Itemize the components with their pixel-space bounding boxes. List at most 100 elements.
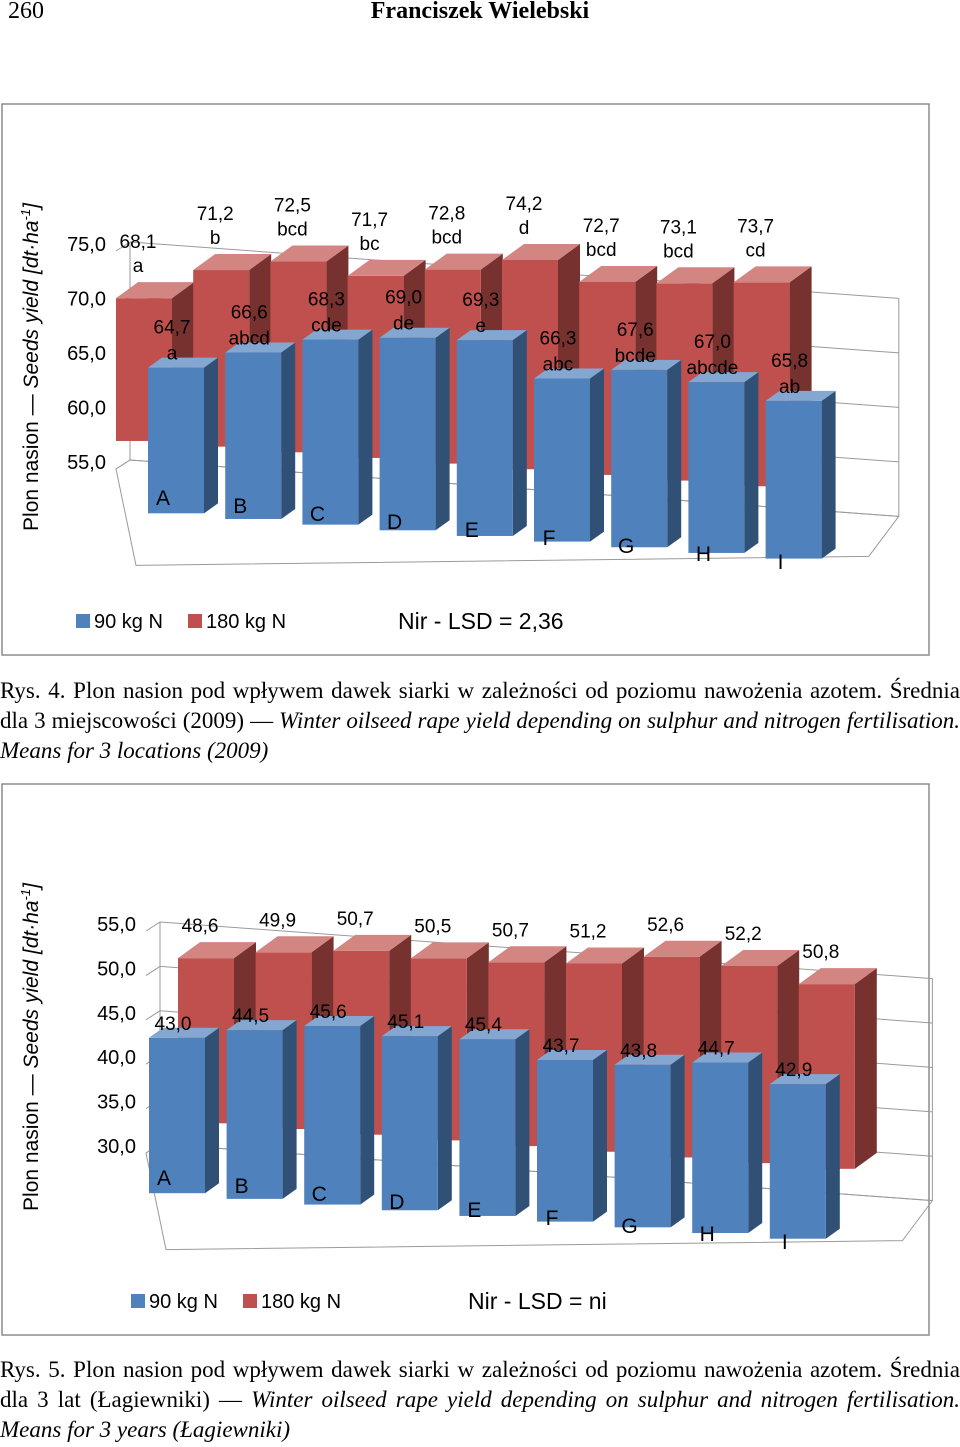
group-letter-180kgN-C: bcd: [277, 220, 308, 241]
bar-180kgN-E-top: [424, 253, 503, 270]
bar-90kgN-G: [611, 359, 682, 548]
figure-4-lsd-note: Nir - LSD = 2,36: [398, 608, 564, 634]
y-tick-label: 35,0: [97, 1092, 136, 1114]
x-tick-label-G: G: [618, 535, 634, 558]
data-label-180kgN-C: 72,5: [274, 196, 311, 217]
data-label-180kgN-F: 51,2: [570, 922, 607, 943]
figure-5-bars: 48,6 49,9 50,7 50,5 50,7 51,2 52,6 52,2 50,8 43,0…: [149, 909, 877, 1254]
group-letter-90kgN-A: a: [167, 344, 178, 365]
data-label-90kgN-C: 45,6: [310, 1002, 347, 1023]
bar-90kgN-D-top: [379, 327, 450, 338]
bar-90kgN-I-top: [765, 390, 836, 401]
bar-90kgN-B: [225, 342, 296, 519]
bar-90kgN-D: [381, 1026, 452, 1211]
data-label-180kgN-I: 50,8: [802, 942, 839, 963]
data-label-90kgN-C: 68,3: [308, 290, 345, 311]
y-axis-label-pl: Plon nasion —: [20, 1069, 43, 1211]
data-label-90kgN-D: 69,0: [385, 288, 422, 309]
group-letter-90kgN-G: bcde: [615, 346, 656, 367]
legend-swatch: [243, 1294, 257, 1308]
bar-90kgN-H-front: [692, 1062, 749, 1234]
y-tick-label: 40,0: [97, 1047, 136, 1069]
bar-90kgN-H-front: [688, 382, 745, 553]
bar-90kgN-B: [226, 1020, 297, 1199]
data-label-180kgN-I: 73,7: [737, 216, 774, 237]
data-label-90kgN-I: 65,8: [771, 351, 808, 372]
bar-90kgN-A: [149, 1027, 219, 1194]
data-label-90kgN-G: 67,6: [617, 320, 654, 341]
bar-90kgN-I-side: [821, 390, 836, 559]
bar-90kgN-C-side: [360, 1016, 375, 1205]
bar-90kgN-C-top: [304, 1016, 375, 1027]
data-label-180kgN-G: 72,7: [583, 216, 620, 237]
bar-90kgN-B-front: [226, 1030, 283, 1199]
bar-180kgN-I-top: [733, 266, 812, 283]
data-label-180kgN-B: 71,2: [197, 204, 234, 225]
bar-180kgN-F-top: [502, 243, 580, 260]
data-label-180kgN-F: 74,2: [506, 194, 543, 215]
data-label-180kgN-C: 50,7: [337, 909, 374, 930]
bar-90kgN-C-top: [302, 329, 373, 340]
bar-90kgN-E: [459, 1029, 530, 1216]
figure-5-legend: 90 kg N 180 kg N: [131, 1291, 341, 1313]
data-label-180kgN-H: 73,1: [660, 217, 697, 238]
bar-90kgN-I-top: [769, 1074, 840, 1085]
y-axis-label-sup: -1: [18, 889, 33, 901]
bar-90kgN-D-side: [437, 1026, 452, 1211]
x-tick-label-I: I: [782, 1231, 788, 1254]
group-letter-180kgN-F: d: [519, 218, 530, 239]
bar-90kgN-A-top: [149, 1027, 219, 1038]
x-tick-label-C: C: [312, 1183, 327, 1206]
x-tick-label-F: F: [543, 527, 556, 550]
bar-90kgN-A-side: [205, 1027, 219, 1194]
bar-90kgN-D-top: [381, 1026, 452, 1037]
bar-90kgN-F-top: [537, 1049, 607, 1060]
bar-90kgN-D-side: [435, 327, 450, 531]
data-label-90kgN-H: 67,0: [694, 332, 731, 353]
bar-180kgN-A-top: [116, 282, 194, 299]
bar-90kgN-B-top: [225, 342, 296, 353]
bar-90kgN-A-side: [204, 357, 218, 514]
y-axis-label-sup: -1: [18, 209, 33, 221]
bar-180kgN-E-top: [488, 946, 567, 963]
y-axis-label-close: ]: [20, 882, 43, 891]
figure-5-lsd-note: Nir - LSD = ni: [468, 1288, 607, 1314]
bar-90kgN-A: [148, 357, 218, 514]
bar-90kgN-B-top: [226, 1020, 297, 1031]
data-label-180kgN-H: 52,2: [725, 924, 762, 945]
data-label-180kgN-D: 50,5: [414, 916, 451, 937]
bar-90kgN-A-front: [148, 367, 204, 514]
data-label-90kgN-D: 45,1: [387, 1012, 424, 1033]
figure-5-y-axis-label: Plon nasion — Seeds yield [dt·ha-1]: [18, 882, 43, 1211]
x-tick-label-I: I: [778, 551, 784, 574]
bar-90kgN-F-top: [534, 368, 604, 379]
bar-90kgN-A-front: [149, 1037, 205, 1194]
data-label-90kgN-H: 44,7: [698, 1038, 735, 1059]
y-tick-label: 55,0: [97, 914, 136, 936]
data-label-90kgN-E: 69,3: [462, 290, 499, 311]
bar-180kgN-H-top: [656, 267, 735, 284]
data-label-90kgN-A: 43,0: [155, 1014, 192, 1035]
group-letter-180kgN-G: bcd: [586, 240, 617, 261]
y-tick-label: 65,0: [67, 343, 106, 365]
group-letter-90kgN-F: abc: [543, 354, 574, 375]
data-label-180kgN-E: 50,7: [492, 920, 529, 941]
bar-90kgN-E-side: [515, 1029, 530, 1216]
bar-90kgN-E-top: [456, 330, 527, 341]
data-label-180kgN-E: 72,8: [428, 204, 465, 225]
legend-label: 90 kg N: [94, 611, 163, 633]
bar-90kgN-F-front: [534, 378, 590, 542]
bar-90kgN-E-front: [456, 340, 513, 536]
figure-5-chart: 30,0 35,0 40,0 45,0 50,0 55,0 Plon nasion — Se…: [1, 783, 934, 1336]
y-axis-label-en: Seeds yield [dt·ha: [20, 220, 43, 388]
y-tick-label: 70,0: [67, 289, 106, 311]
group-letter-90kgN-B: abcd: [229, 329, 270, 350]
y-axis-label-pl: Plon nasion —: [20, 389, 43, 531]
x-tick-label-D: D: [389, 1191, 404, 1214]
y-tick-label: 75,0: [67, 234, 106, 256]
bar-90kgN-C-front: [304, 1026, 361, 1205]
bar-90kgN-B-side: [281, 342, 296, 519]
x-tick-label-B: B: [233, 495, 247, 518]
bar-90kgN-E-top: [459, 1029, 530, 1040]
bar-90kgN-D: [379, 327, 450, 531]
